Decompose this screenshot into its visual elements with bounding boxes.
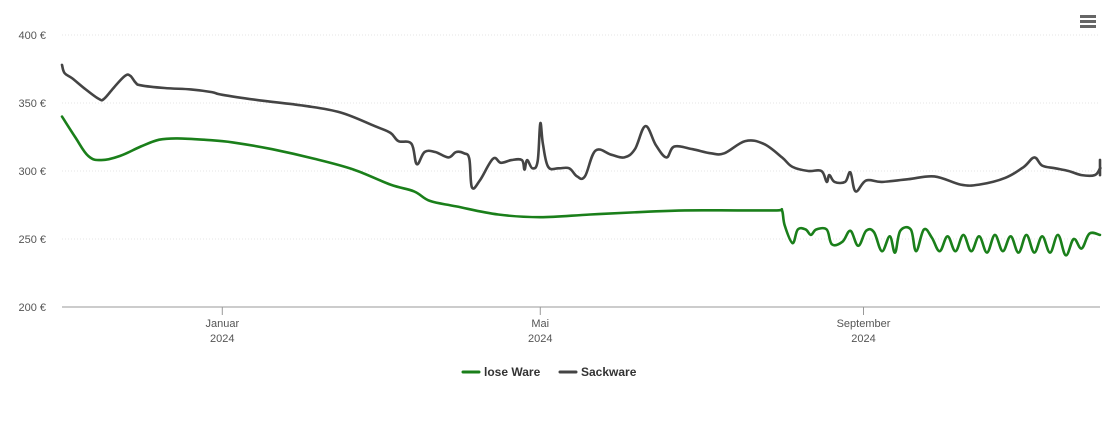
y-tick-label: 200 € bbox=[18, 302, 46, 314]
x-tick-label-month: September bbox=[837, 318, 891, 330]
legend[interactable]: lose Ware Sackware bbox=[461, 365, 637, 379]
series-line-sackware[interactable] bbox=[60, 63, 1102, 193]
axes: 200 € 250 € 300 € 350 € 400 € Januar 2024 Mai 20… bbox=[18, 30, 1100, 345]
gridlines bbox=[62, 34, 1100, 240]
y-tick-label: 400 € bbox=[18, 30, 46, 42]
y-tick-label: 350 € bbox=[18, 98, 46, 110]
legend-item-sackware[interactable]: Sackware bbox=[558, 365, 637, 379]
x-tick-label-year: 2024 bbox=[851, 333, 875, 345]
legend-item-lose-ware[interactable]: lose Ware bbox=[461, 365, 541, 379]
y-tick-label: 250 € bbox=[18, 234, 46, 246]
y-tick-label: 300 € bbox=[18, 166, 46, 178]
x-tick-label-year: 2024 bbox=[528, 333, 552, 345]
series-lines bbox=[60, 63, 1102, 257]
series-line-lose-ware[interactable] bbox=[60, 115, 1102, 257]
legend-label: Sackware bbox=[581, 365, 637, 379]
x-tick-label-month: Mai bbox=[531, 318, 549, 330]
legend-label: lose Ware bbox=[484, 365, 541, 379]
x-tick-label-month: Januar bbox=[205, 318, 239, 330]
x-tick-label-year: 2024 bbox=[210, 333, 234, 345]
hamburger-menu-icon[interactable] bbox=[1080, 15, 1096, 28]
